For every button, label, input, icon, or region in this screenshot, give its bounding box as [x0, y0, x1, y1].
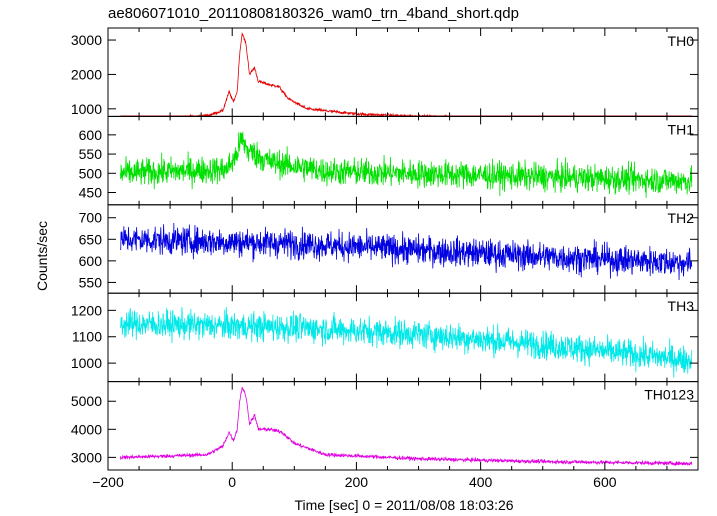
panel-label-th0123: TH0123	[644, 387, 694, 403]
y-tick-label-th0: 2000	[71, 66, 102, 82]
x-tick-label: 200	[345, 474, 369, 490]
y-tick-label-th2: 600	[79, 253, 103, 269]
y-tick-label-th3: 1100	[72, 329, 102, 345]
x-axis-title: Time [sec] 0 = 2011/08/08 18:03:26	[294, 497, 513, 513]
series-line-th1	[120, 131, 693, 198]
x-tick-label: 400	[469, 474, 493, 490]
series-line-th3	[120, 307, 693, 378]
y-tick-label-th3: 1200	[71, 302, 102, 318]
panel-label-th3: TH3	[668, 298, 695, 314]
x-tick-label: −200	[92, 474, 124, 490]
panel-frame-th0123	[107, 381, 699, 471]
series-line-th0123	[120, 386, 693, 467]
panel-frame-th0	[107, 27, 699, 117]
series-line-th0	[120, 32, 692, 118]
plot-title: ae806071010_20110808180326_wam0_trn_4ban…	[108, 5, 519, 22]
y-tick-label-th2: 700	[79, 210, 103, 226]
y-tick-label-th0123: 5000	[71, 393, 102, 409]
y-axis-title: Counts/sec	[34, 221, 50, 291]
y-tick-label-th1: 550	[79, 146, 103, 162]
y-tick-label-th0123: 3000	[71, 449, 102, 465]
panel-label-th2: TH2	[668, 210, 695, 226]
y-tick-label-th1: 500	[79, 165, 103, 181]
y-tick-label-th0: 3000	[71, 32, 102, 48]
y-tick-label-th1: 600	[79, 127, 103, 143]
panel-label-th1: TH1	[668, 121, 695, 137]
y-tick-label-th2: 550	[79, 274, 103, 290]
x-tick-label: 600	[593, 474, 617, 490]
y-tick-label-th2: 650	[79, 231, 103, 247]
panel-label-th0: TH0	[668, 33, 695, 49]
y-tick-label-th0123: 4000	[71, 421, 102, 437]
y-tick-label-th1: 450	[79, 185, 103, 201]
y-tick-label-th3: 1000	[71, 355, 102, 371]
series-line-th2	[120, 223, 693, 281]
x-tick-label: 0	[228, 474, 236, 490]
y-tick-label-th0: 1000	[71, 101, 102, 117]
